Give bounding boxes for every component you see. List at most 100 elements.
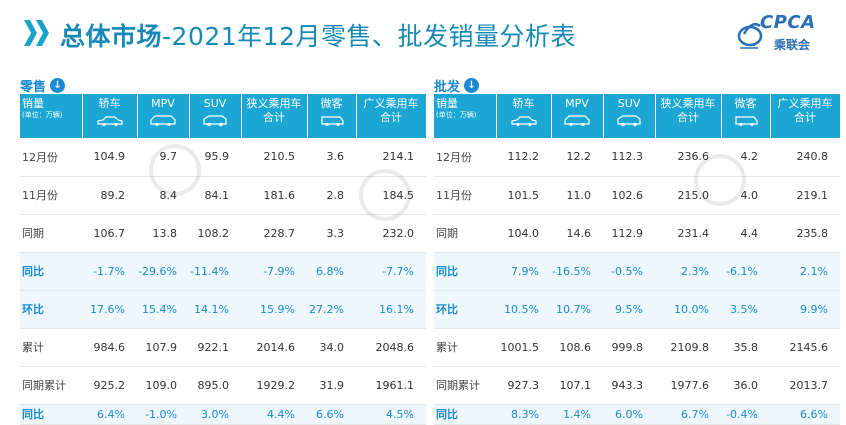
table-cell: 232.0 — [356, 214, 426, 253]
table-cell: -11.4% — [189, 252, 241, 291]
table-row: 累计 984.6 107.9 922.1 2014.6 34.0 2048.6 — [20, 328, 426, 367]
micro-label: 微客 — [320, 97, 343, 110]
table-cell: 6.4% — [82, 404, 137, 425]
table-cell: 104.0 — [496, 214, 551, 253]
table-cell: 106.7 — [82, 214, 137, 253]
table-cell: 4.4% — [241, 404, 307, 425]
col-header-label: 销量 (单位：万辆) — [434, 94, 497, 138]
table-cell: 231.4 — [655, 214, 721, 253]
row-label: 同比 — [20, 404, 82, 425]
micro-label: 微客 — [734, 97, 757, 110]
chevron-right-icon — [24, 20, 49, 46]
table-cell: 107.1 — [551, 366, 603, 405]
row-label: 同期累计 — [434, 366, 496, 405]
table-header-row: 销量 (单位：万辆) 轿车 MPV SUV 狭义乘用车 合计 微客 广义乘用车 合计 — [20, 94, 427, 138]
table-cell: 10.7% — [551, 290, 603, 329]
table-cell: 34.0 — [307, 328, 356, 367]
label-unit: (单位：万辆) — [436, 111, 477, 119]
table-cell: 6.7% — [655, 404, 721, 425]
sedan-label: 轿车 — [98, 97, 121, 110]
row-label: 同比 — [434, 252, 496, 291]
broad-total-line2: 合计 — [794, 111, 816, 124]
title-rest: -2021年12月零售、批发销量分析表 — [162, 22, 576, 51]
table-cell: 10.5% — [496, 290, 551, 329]
table-row: 同比 8.3% 1.4% 6.0% 6.7% -0.4% 6.6% — [434, 404, 840, 425]
sales-table: 销量 (单位：万辆) 轿车 MPV SUV 狭义乘用车 合计 微客 广义乘用车 合计 … — [434, 94, 841, 425]
mpv-icon — [150, 115, 176, 127]
table-cell: 104.9 — [82, 138, 137, 177]
table-cell: 922.1 — [189, 328, 241, 367]
table-cell: 6.0% — [603, 404, 655, 425]
cpca-watermark-icon — [149, 144, 201, 196]
table-cell: 108.6 — [551, 328, 603, 367]
row-label: 环比 — [20, 290, 82, 329]
broad-total-line2: 合计 — [380, 111, 402, 124]
table-cell: 228.7 — [241, 214, 307, 253]
table-cell: 6.8% — [307, 252, 356, 291]
table-row: 同比 6.4% -1.0% 3.0% 4.4% 6.6% 4.5% — [20, 404, 426, 425]
table-cell: 95.9 — [189, 138, 241, 177]
table-cell: -1.7% — [82, 252, 137, 291]
col-header-suv: SUV — [189, 94, 242, 138]
col-header-sedan: 轿车 — [82, 94, 138, 138]
table-cell: 15.4% — [137, 290, 189, 329]
row-label: 12月份 — [20, 138, 82, 177]
title-bold: 总体市场 — [60, 22, 163, 51]
table-cell: 2.1% — [770, 252, 840, 291]
table-cell: 31.9 — [307, 366, 356, 405]
mpv-icon — [564, 115, 590, 127]
table-cell: 3.0% — [189, 404, 241, 425]
table-cell: 181.6 — [241, 176, 307, 215]
row-label: 12月份 — [434, 138, 496, 177]
table-row: 同比 7.9% -16.5% -0.5% 2.3% -6.1% 2.1% — [434, 252, 840, 291]
table-cell: 17.6% — [82, 290, 137, 329]
table-cell: 101.5 — [496, 176, 551, 215]
page-title: 总体市场-2021年12月零售、批发销量分析表 — [60, 17, 576, 53]
logo-sub: 乘联会 — [774, 38, 811, 52]
table-cell: 9.9% — [770, 290, 840, 329]
row-label: 同期 — [434, 214, 496, 253]
narrow-total-line2: 合计 — [263, 111, 285, 124]
sedan-icon — [510, 116, 537, 127]
table-cell: 2.3% — [655, 252, 721, 291]
mpv-label: MPV — [151, 97, 175, 110]
logo-text: CPCA — [760, 12, 816, 33]
table-cell: 236.6 — [655, 138, 721, 177]
table-cell: 35.8 — [721, 328, 770, 367]
narrow-total-line1: 狭义乘用车 — [246, 97, 302, 110]
row-label: 同比 — [434, 404, 496, 425]
table-row: 同期 106.7 13.8 108.2 228.7 3.3 232.0 — [20, 214, 426, 253]
table-cell: 214.1 — [356, 138, 426, 177]
col-header-mpv: MPV — [551, 94, 604, 138]
table-cell: 102.6 — [603, 176, 655, 215]
row-label: 同期累计 — [20, 366, 82, 405]
col-header-narrow-total: 狭义乘用车 合计 — [241, 94, 308, 138]
sales-table: 销量 (单位：万辆) 轿车 MPV SUV 狭义乘用车 合计 微客 广义乘用车 合计 … — [20, 94, 427, 425]
table-cell: 927.3 — [496, 366, 551, 405]
table-cell: 1.4% — [551, 404, 603, 425]
row-label: 环比 — [434, 290, 496, 329]
table-cell: 9.5% — [603, 290, 655, 329]
table-cell: -0.5% — [603, 252, 655, 291]
table-cell: 235.8 — [770, 214, 840, 253]
table-cell: 7.9% — [496, 252, 551, 291]
table-cell: 9.7 — [137, 138, 189, 177]
retail-table-panel: 销量 (单位：万辆) 轿车 MPV SUV 狭义乘用车 合计 微客 广义乘用车 合计 … — [20, 94, 427, 425]
table-cell: 999.8 — [603, 328, 655, 367]
col-header-micro: 微客 — [721, 94, 771, 138]
sedan-icon — [96, 116, 123, 127]
table-cell: 895.0 — [189, 366, 241, 405]
logo-mark-icon — [737, 23, 763, 49]
table-cell: 3.5% — [721, 290, 770, 329]
table-cell: 3.3 — [307, 214, 356, 253]
table-cell: 1001.5 — [496, 328, 551, 367]
retail-section-label: 零售 ↓ — [20, 76, 66, 95]
table-row: 同期 104.0 14.6 112.9 231.4 4.4 235.8 — [434, 214, 840, 253]
table-cell: 4.2 — [721, 138, 770, 177]
suv-icon — [617, 115, 641, 127]
col-header-narrow-total: 狭义乘用车 合计 — [655, 94, 722, 138]
broad-total-line1: 广义乘用车 — [777, 97, 833, 110]
table-row: 同比 -1.7% -29.6% -11.4% -7.9% 6.8% -7.7% — [20, 252, 426, 291]
table-row: 11月份 89.2 8.4 84.1 181.6 2.8 184.5 — [20, 176, 426, 215]
table-cell: 215.0 — [655, 176, 721, 215]
